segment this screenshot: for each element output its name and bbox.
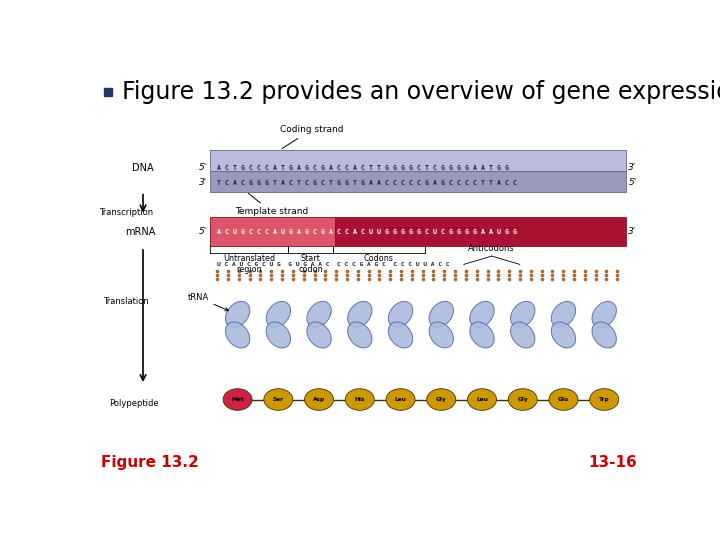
Text: tRNA: tRNA	[187, 293, 228, 311]
Circle shape	[264, 389, 293, 410]
Circle shape	[590, 389, 618, 410]
Text: U C A U C G C U G  G U G A A C  C C C G A G C  C C C U U A C C: U C A U C G C U G G U G A A C C C C G A …	[217, 262, 450, 267]
Ellipse shape	[552, 322, 576, 348]
Bar	[210, 150, 626, 171]
Bar	[335, 218, 626, 246]
Text: Ser: Ser	[273, 397, 284, 402]
Text: Anticodons: Anticodons	[469, 244, 515, 253]
Text: Template strand: Template strand	[235, 193, 308, 217]
Text: DNA: DNA	[132, 163, 154, 173]
Ellipse shape	[470, 322, 494, 348]
Text: 3': 3'	[199, 178, 207, 187]
Ellipse shape	[266, 301, 290, 327]
Text: Transcription: Transcription	[99, 208, 153, 217]
Circle shape	[386, 389, 415, 410]
Text: Codons: Codons	[364, 254, 394, 264]
Circle shape	[427, 389, 456, 410]
Text: Start
codon: Start codon	[298, 254, 323, 274]
Text: Untranslated
region: Untranslated region	[223, 254, 275, 274]
Text: A C T G C C C A T G A G C G A C C A C T T G G G G C T C G G G G A A T G G: A C T G C C C A T G A G C G A C C A C T …	[217, 165, 509, 171]
Text: 5': 5'	[199, 227, 207, 237]
Text: A C U G C C C A U G A G C G A C C A C U U G G G G G C U C G G G G A A U G G: A C U G C C C A U G A G C G A C C A C U …	[217, 229, 517, 235]
Text: Figure 13.2 provides an overview of gene expression: Figure 13.2 provides an overview of gene…	[122, 80, 720, 104]
Text: 5': 5'	[199, 164, 207, 172]
Circle shape	[508, 389, 537, 410]
Ellipse shape	[470, 301, 494, 327]
Text: Leu: Leu	[476, 397, 488, 402]
Text: Met: Met	[231, 397, 244, 402]
Bar	[210, 171, 626, 192]
Ellipse shape	[429, 301, 454, 327]
Circle shape	[223, 389, 252, 410]
Ellipse shape	[510, 322, 535, 348]
Ellipse shape	[266, 322, 290, 348]
Circle shape	[305, 389, 333, 410]
Ellipse shape	[225, 301, 250, 327]
Text: 3': 3'	[629, 164, 636, 172]
Text: T C A C G G G T A C T C G C T G G T G A A C C C C C G A G C C C C T T A C C: T C A C G G G T A C T C G C T G G T G A …	[217, 180, 517, 186]
Circle shape	[549, 389, 578, 410]
Text: Translation: Translation	[104, 298, 149, 306]
Text: 3': 3'	[629, 227, 636, 237]
Text: Asp: Asp	[313, 397, 325, 402]
Circle shape	[346, 389, 374, 410]
Ellipse shape	[388, 322, 413, 348]
Ellipse shape	[510, 301, 535, 327]
Ellipse shape	[552, 301, 576, 327]
Text: His: His	[354, 397, 365, 402]
Text: Trp: Trp	[599, 397, 610, 402]
Text: Glu: Glu	[558, 397, 569, 402]
Ellipse shape	[388, 301, 413, 327]
Text: Gly: Gly	[436, 397, 446, 402]
Text: 5': 5'	[629, 178, 636, 187]
Circle shape	[467, 389, 497, 410]
Ellipse shape	[307, 322, 331, 348]
Ellipse shape	[429, 322, 454, 348]
Ellipse shape	[592, 301, 616, 327]
Ellipse shape	[225, 322, 250, 348]
Text: Coding strand: Coding strand	[280, 125, 343, 148]
Ellipse shape	[592, 322, 616, 348]
Bar	[210, 218, 335, 246]
Text: mRNA: mRNA	[125, 227, 156, 237]
Text: 13-16: 13-16	[588, 455, 637, 470]
Text: Leu: Leu	[395, 397, 407, 402]
Text: Figure 13.2: Figure 13.2	[101, 455, 199, 470]
Text: Gly: Gly	[518, 397, 528, 402]
Ellipse shape	[348, 301, 372, 327]
Ellipse shape	[307, 301, 331, 327]
Ellipse shape	[348, 322, 372, 348]
Text: Polypeptide: Polypeptide	[109, 399, 158, 408]
